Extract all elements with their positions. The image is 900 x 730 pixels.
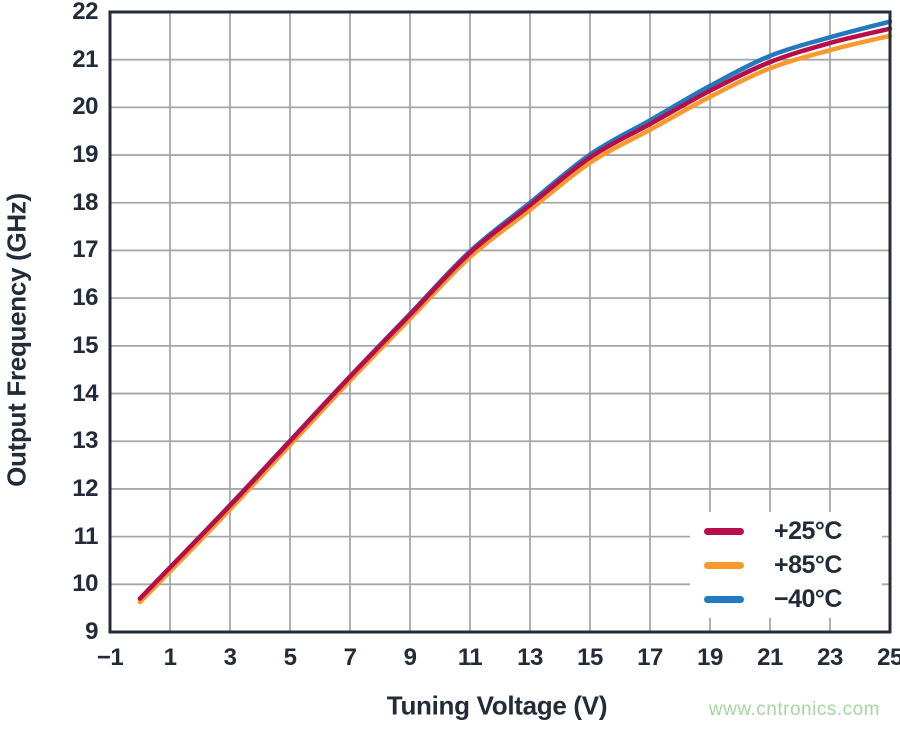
legend-swatch bbox=[704, 595, 744, 603]
y-tick-label: 11 bbox=[73, 522, 99, 550]
legend-item: −40°C bbox=[690, 584, 882, 613]
legend-label: +25°C bbox=[774, 516, 842, 545]
x-tick-label: 11 bbox=[457, 644, 483, 671]
y-tick-label: 12 bbox=[72, 474, 98, 502]
x-tick-label: 13 bbox=[517, 644, 543, 671]
x-tick-label: 19 bbox=[697, 644, 723, 671]
x-tick-label: 1 bbox=[163, 644, 177, 671]
y-tick-label: 19 bbox=[72, 141, 98, 169]
legend-label: +85°C bbox=[774, 550, 842, 579]
x-tick-label: 23 bbox=[817, 644, 843, 671]
x-axis-title: Tuning Voltage (V) bbox=[386, 690, 608, 721]
legend-item: +85°C bbox=[690, 550, 882, 579]
x-tick-label: 25 bbox=[877, 644, 900, 671]
y-tick-label: 21 bbox=[72, 45, 98, 73]
y-tick-label: 16 bbox=[72, 284, 98, 312]
x-tick-label: 5 bbox=[283, 644, 297, 671]
x-tick-label: 17 bbox=[637, 644, 663, 671]
y-tick-label: 18 bbox=[72, 188, 98, 216]
x-tick-label: 15 bbox=[577, 644, 603, 671]
watermark-text: www.cntronics.com bbox=[708, 699, 880, 720]
x-tick-label: −1 bbox=[96, 644, 124, 671]
legend-label: −40°C bbox=[774, 584, 842, 613]
y-tick-label: 14 bbox=[72, 379, 98, 407]
x-tick-label: 21 bbox=[757, 644, 783, 671]
legend: +25°C +85°C −40°C bbox=[690, 512, 882, 618]
y-axis-title: Output Frequency (GHz) bbox=[1, 193, 32, 487]
x-tick-label: 3 bbox=[223, 644, 237, 671]
x-tick-label: 7 bbox=[343, 644, 357, 671]
y-tick-label: 17 bbox=[72, 236, 98, 264]
legend-item: +25°C bbox=[690, 516, 882, 545]
plot-border bbox=[108, 10, 892, 634]
x-tick-label: 9 bbox=[403, 644, 417, 671]
y-tick-label: 15 bbox=[72, 331, 98, 359]
y-tick-label: 22 bbox=[72, 0, 98, 25]
y-tick-label: 13 bbox=[72, 427, 98, 455]
curve-+85°C bbox=[137, 33, 893, 605]
y-tick-label: 9 bbox=[85, 618, 98, 645]
y-tick-label: 10 bbox=[72, 570, 98, 598]
y-tick-label: 20 bbox=[72, 93, 98, 121]
curve-+25°C bbox=[137, 26, 893, 601]
legend-swatch bbox=[704, 527, 744, 535]
legend-swatch bbox=[704, 561, 744, 569]
